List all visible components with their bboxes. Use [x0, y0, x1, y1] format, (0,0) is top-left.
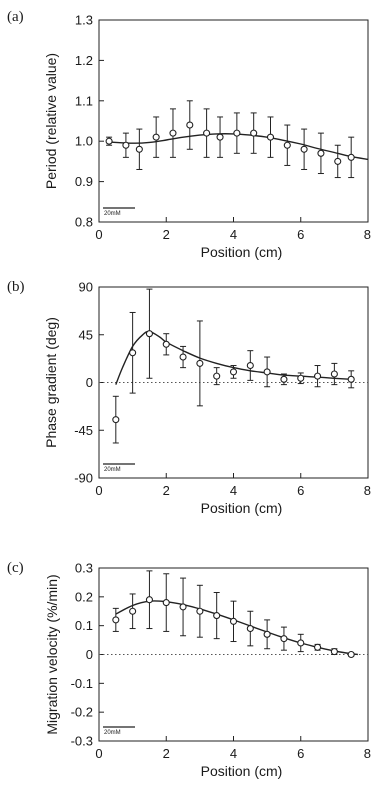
scale-bar-label: 20mM: [104, 730, 121, 736]
data-point: [280, 635, 288, 643]
y-tick-label: 0.1: [75, 618, 93, 633]
data-point: [203, 129, 211, 137]
plot-frame: [98, 19, 369, 223]
data-point: [112, 616, 120, 624]
x-tick-label: 8: [364, 483, 371, 498]
data-point: [347, 153, 355, 161]
data-point: [297, 374, 305, 382]
data-point: [122, 141, 130, 149]
y-tick-label: 0.3: [75, 561, 93, 576]
y-axis-label: Period (relative value): [43, 53, 59, 189]
x-axis-label: Position (cm): [201, 500, 283, 516]
y-tick-label: 0: [86, 375, 93, 390]
x-axis-label: Position (cm): [201, 244, 283, 260]
data-point: [179, 353, 187, 361]
data-point: [263, 368, 271, 376]
x-tick-label: 4: [230, 746, 237, 761]
data-point: [280, 375, 288, 383]
data-point: [233, 129, 241, 137]
data-point: [229, 368, 238, 376]
data-point: [135, 145, 143, 153]
data-point: [330, 370, 338, 378]
y-tick-label: 0: [86, 647, 93, 662]
data-point: [266, 133, 275, 141]
scale-bar-label: 20mM: [104, 211, 121, 217]
data-point: [246, 361, 254, 370]
data-point: [334, 157, 342, 165]
x-tick-label: 4: [230, 483, 237, 498]
data-point: [196, 607, 204, 615]
chart-panel-3: (c) 0 2 4 6 8 -0.3 -0.2 -0.1 0 0.1 0.2 0.3 Position (…: [7, 560, 371, 779]
fit-curve: [109, 133, 369, 161]
data-point: [283, 141, 291, 149]
x-tick-label: 0: [95, 746, 102, 761]
x-tick-label: 2: [163, 227, 170, 242]
y-tick-label: 45: [79, 327, 93, 342]
data-point: [186, 121, 194, 129]
data-point: [129, 607, 137, 615]
x-tick-label: 6: [297, 227, 304, 242]
data-point: [145, 330, 153, 338]
data-point: [105, 137, 113, 145]
scale-bar-label: 20mM: [104, 467, 121, 473]
y-axis-label: Phase gradient (deg): [43, 317, 59, 448]
panel-label: (b): [7, 279, 25, 295]
data-point: [246, 624, 254, 633]
y-axis-label: Migration velocity (%/min): [44, 574, 60, 734]
data-point: [317, 149, 325, 157]
data-point: [347, 650, 355, 659]
fit-curve: [115, 600, 358, 656]
data-point: [263, 630, 271, 638]
x-tick-label: 2: [163, 483, 170, 498]
y-tick-label: 0.8: [75, 215, 93, 230]
data-point: [129, 349, 137, 357]
x-tick-label: 6: [297, 746, 304, 761]
y-tick-label: -90: [74, 471, 93, 486]
y-tick-label: 1.0: [75, 134, 93, 149]
chart-panel-1: (a) 0 2 4 6 8 0.8 0.9 1.0 1.1 1.2 1.3 Position (cm) P…: [7, 9, 371, 260]
data-point: [169, 129, 177, 137]
data-point: [152, 133, 160, 141]
data-point: [145, 596, 153, 604]
data-point: [314, 643, 322, 651]
data-point: [216, 133, 224, 141]
y-tick-label: -0.1: [71, 676, 93, 691]
x-tick-label: 8: [364, 746, 371, 761]
data-point: [213, 372, 221, 380]
data-point: [347, 375, 355, 383]
data-point: [112, 416, 120, 424]
x-axis-label: Position (cm): [201, 763, 283, 779]
panel-label: (a): [7, 9, 24, 25]
y-tick-label: 1.2: [75, 53, 93, 68]
y-tick-label: -0.3: [71, 734, 93, 749]
y-tick-label: 0.9: [75, 174, 93, 189]
x-tick-label: 6: [297, 483, 304, 498]
data-point: [250, 129, 258, 137]
data-point: [297, 639, 305, 647]
data-point: [162, 340, 170, 348]
x-tick-label: 0: [95, 227, 102, 242]
y-tick-label: -0.2: [71, 705, 93, 720]
y-tick-label: 0.2: [75, 589, 93, 604]
data-point: [314, 372, 322, 380]
y-tick-label: 1.1: [75, 93, 93, 108]
data-point: [213, 612, 221, 620]
y-tick-label: 90: [79, 280, 93, 295]
data-point: [196, 359, 204, 367]
y-tick-label: -45: [74, 423, 93, 438]
data-point: [330, 648, 338, 656]
panel-label: (c): [7, 560, 24, 576]
x-tick-label: 2: [163, 746, 170, 761]
y-tick-label: 1.3: [75, 13, 93, 28]
data-point: [162, 599, 170, 607]
chart-panel-2: (b) 0 2 4 6 8 -90 -45 0 45 90 Position (cm) Phase gr…: [7, 279, 371, 516]
x-tick-label: 8: [364, 227, 371, 242]
data-point: [229, 617, 238, 625]
data-point: [179, 603, 187, 611]
x-tick-label: 0: [95, 483, 102, 498]
data-point: [300, 145, 308, 153]
x-tick-label: 4: [230, 227, 237, 242]
